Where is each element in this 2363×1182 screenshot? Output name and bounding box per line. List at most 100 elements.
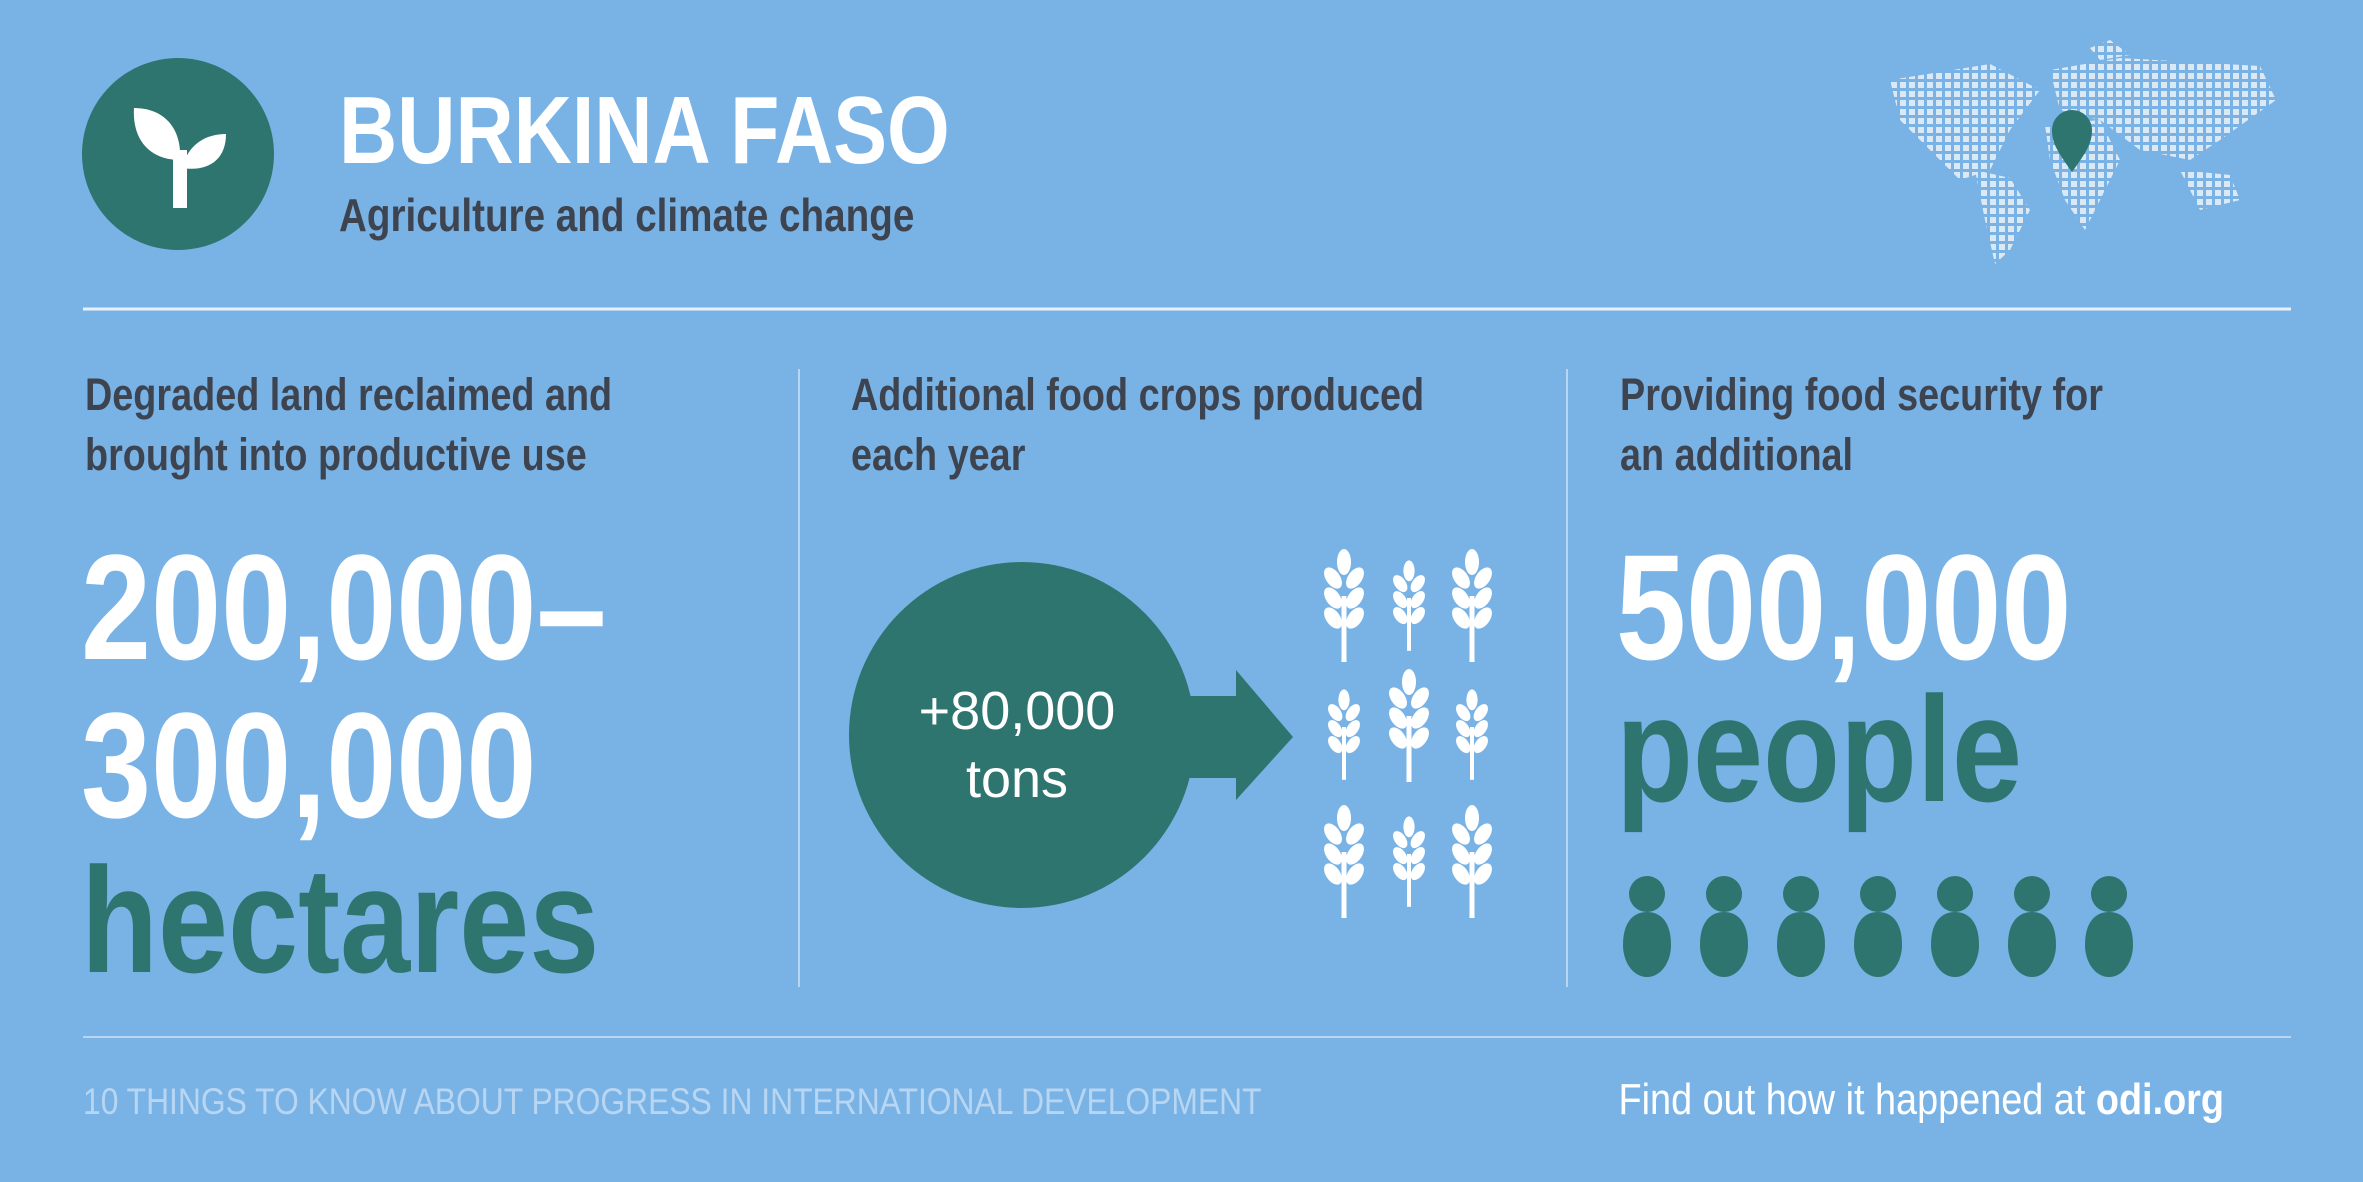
wheat-grain [1393,575,1408,593]
person-icon [2008,876,2056,977]
wheat-grain [1345,704,1360,722]
wheat-grain [1474,823,1492,845]
wheat-grain [1473,704,1488,722]
wheat-grain [1452,863,1470,885]
panel-heading: Additional food crops produced [851,369,1424,420]
person-icon [1700,876,1748,977]
wheat-grain [1452,843,1470,865]
wheat-grain [1411,727,1429,749]
wheat-grain [1346,607,1364,629]
wheat-grain [1393,847,1408,865]
person-head [1629,876,1665,912]
wheat-icon [1324,549,1364,662]
person-body [1931,912,1979,977]
wheat-grain [1328,704,1343,722]
wheat-icon [1393,816,1425,907]
unit: hectares [81,838,599,1005]
wheat-grain [1465,805,1479,831]
arrow-circle [849,562,1293,908]
person-body [1777,912,1825,977]
wheat-grain [1474,863,1492,885]
title: BURKINA FASO [339,76,950,183]
wheat-grain [1393,831,1408,849]
wheat-grain [1456,736,1471,754]
wheat-icon [1324,805,1364,918]
wheat-grain [1452,567,1470,589]
wheat-grain [1393,863,1408,881]
wheat-grain [1324,587,1342,609]
wheat-grain [1466,689,1478,711]
wheat-grain [1402,669,1416,695]
wheat-grain [1346,823,1364,845]
wheat-grain [1403,560,1415,582]
wheat-grain [1452,587,1470,609]
panel-heading: Providing food security for [1620,369,2103,420]
wheat-stem [1470,727,1474,780]
wheat-grain [1410,831,1425,849]
wheat-grain [1337,549,1351,575]
unit: people [1616,667,2022,834]
person-head [2091,876,2127,912]
wheat-grain [1456,720,1471,738]
person-icon [2085,876,2133,977]
wheat-stem [1407,598,1411,651]
wheat-grain [1389,687,1407,709]
person-head [1783,876,1819,912]
big-number: 300,000 [81,683,536,850]
wheat-grain [1393,607,1408,625]
wheat-grain [1324,567,1342,589]
person-body [1623,912,1671,977]
wheat-grain [1338,689,1350,711]
person-body [2085,912,2133,977]
wheat-stem [1406,716,1412,782]
wheat-icon [1452,549,1492,662]
footer-cta: Find out how it happened at odi.org [1619,1074,2224,1123]
person-body [2008,912,2056,977]
wheat-grain [1393,591,1408,609]
wheat-grain [1452,607,1470,629]
person-head [1706,876,1742,912]
wheat-grain [1337,805,1351,831]
person-body [1854,912,1902,977]
wheat-grain [1324,843,1342,865]
wheat-grain [1346,567,1364,589]
cta-link: odi.org [2096,1074,2224,1123]
wheat-grain [1324,823,1342,845]
panel-heading: Degraded land reclaimed and [85,369,612,420]
wheat-stem [1469,596,1475,662]
wheat-icon [1452,805,1492,918]
wheat-grain [1410,863,1425,881]
person-head [1937,876,1973,912]
wheat-grain [1345,736,1360,754]
wheat-grain [1328,736,1343,754]
wheat-stem [1341,852,1347,918]
panel-heading: an additional [1620,429,1853,480]
wheat-grain [1324,863,1342,885]
wheat-grain [1410,847,1425,865]
wheat-stem [1407,854,1411,907]
wheat-grain [1456,704,1471,722]
wheat-grain [1474,843,1492,865]
wheat-grain [1389,727,1407,749]
wheat-grain [1452,823,1470,845]
panel-heading: brought into productive use [85,429,587,480]
wheat-icon [1393,560,1425,651]
person-body [1700,912,1748,977]
wheat-stem [1341,596,1347,662]
person-head [2014,876,2050,912]
person-icon [1854,876,1902,977]
big-number: 200,000– [81,525,607,692]
person-head [1860,876,1896,912]
wheat-grain [1403,816,1415,838]
wheat-stem [1469,852,1475,918]
big-number: 500,000 [1616,525,2071,692]
person-icon [1777,876,1825,977]
wheat-stem [1342,727,1346,780]
wheat-grain [1473,736,1488,754]
wheat-icon [1389,669,1429,782]
wheat-grain [1474,587,1492,609]
wheat-icon [1456,689,1488,780]
wheat-grain [1410,607,1425,625]
person-icon [1931,876,1979,977]
